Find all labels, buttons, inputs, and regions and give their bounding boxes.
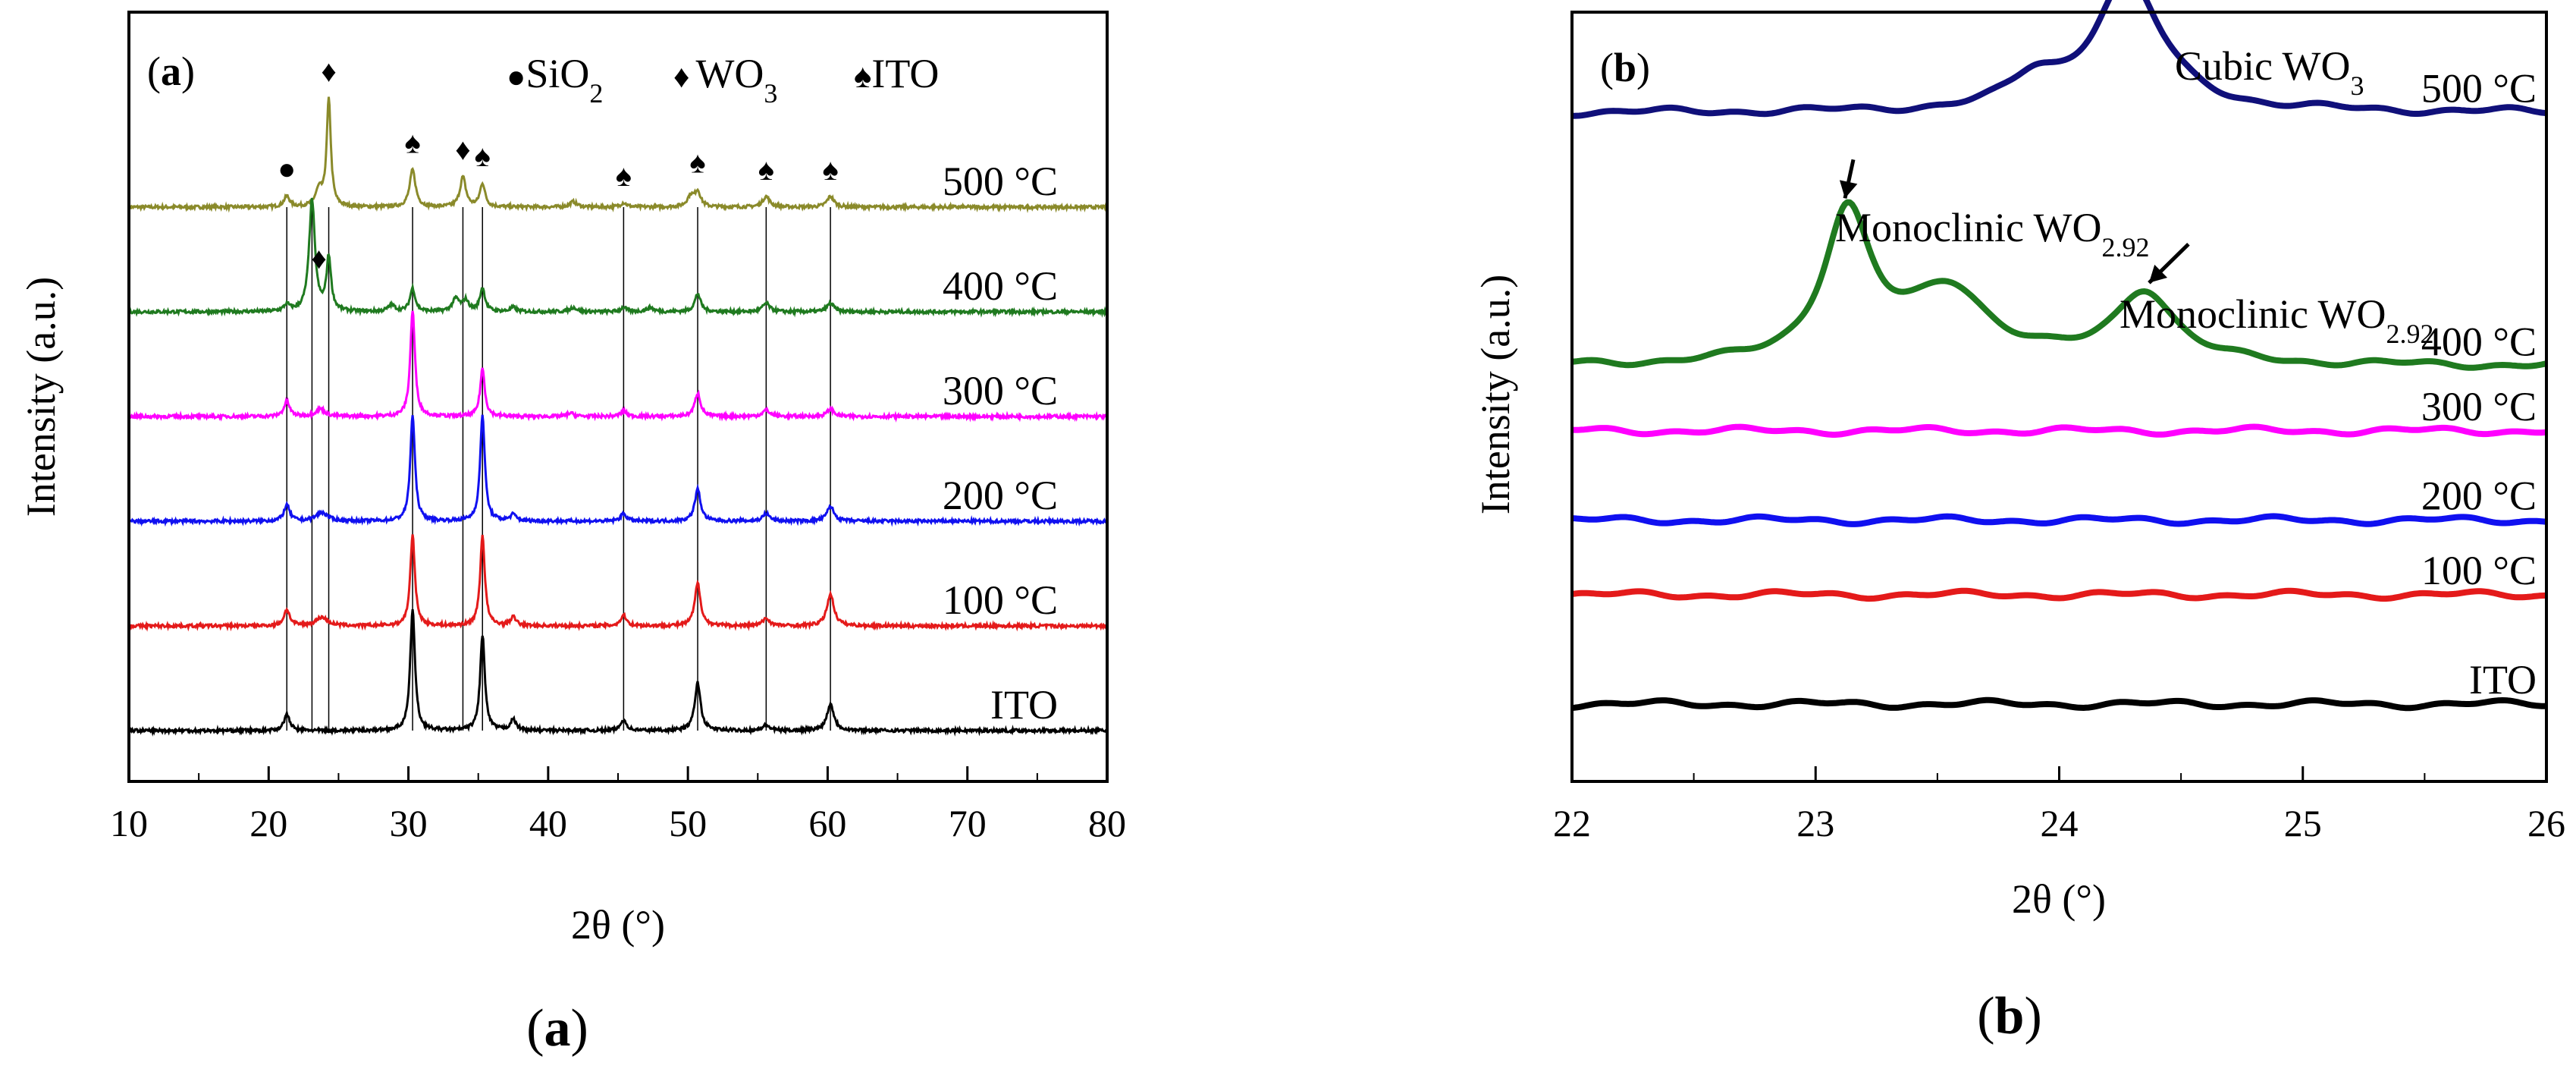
panel-b-series-label-200-c: 200 °C bbox=[2421, 473, 2537, 519]
panel-b-x-axis-title: 2θ (°) bbox=[2012, 876, 2106, 922]
panel-b-x-axis: 22 23 24 25 26 bbox=[1553, 766, 2565, 844]
panel-b-series-line-200-c bbox=[1571, 513, 2547, 527]
panel-b-caption: (b) bbox=[1977, 987, 2042, 1045]
panel-a-series-line-300-c bbox=[127, 310, 1108, 423]
panel-a-caption: (a) bbox=[526, 999, 588, 1058]
panel-a-x-tick-label: 70 bbox=[949, 802, 987, 844]
panel-a-x-axis: 10 20 30 40 50 60 70 80 bbox=[110, 766, 1126, 844]
panel-a-x-tick-label: 10 bbox=[110, 802, 148, 844]
panel-a-x-tick-label: 60 bbox=[808, 802, 846, 844]
panel-a-legend: ●SiO2 ♦ WO3 ♠ITO bbox=[507, 51, 939, 108]
panel-a-peak-marker-icon: ♦ bbox=[311, 241, 326, 275]
panel-b-series-label-300-c: 300 °C bbox=[2421, 384, 2537, 429]
panel-b-series-line-300-c bbox=[1571, 423, 2547, 438]
panel-a-peak-marker-icon: ♠ bbox=[758, 152, 774, 187]
panel-a-x-tick-label: 30 bbox=[390, 802, 428, 844]
panel-a-peak-marker-icon: ♦ bbox=[455, 133, 470, 167]
panel-a-series-label-100-c: 100 °C bbox=[943, 577, 1058, 623]
panel-b-series-line-ito bbox=[1571, 696, 2547, 712]
panel-a-peak-marker-icon: ♠ bbox=[822, 152, 838, 187]
panel-b-annotation-arrowhead bbox=[2148, 264, 2168, 283]
circle-marker-icon: ● bbox=[507, 60, 526, 95]
panel-b-y-axis-title: Intensity (a.u.) bbox=[1473, 275, 1518, 514]
panel-b-plot-frame bbox=[1570, 11, 2548, 783]
panel-b-series-line-500-c bbox=[1571, 0, 2547, 119]
panel-b-annotation-label: Monoclinic WO2.92 bbox=[2119, 291, 2433, 349]
panel-a-tag: (a) bbox=[147, 49, 195, 94]
panel-a-series-line-400-c bbox=[127, 197, 1109, 318]
panel-a-series-labels: 500 °C 400 °C 300 °C 200 °C 100 °C ITO bbox=[943, 159, 1058, 728]
panel-b-series-label-500-c: 500 °C bbox=[2421, 66, 2537, 112]
panel-b-series bbox=[1571, 0, 2547, 712]
panel-b-annotation-label: Cubic WO3 bbox=[2175, 43, 2364, 101]
panel-a-reference-lines bbox=[286, 207, 831, 731]
panel-b-tag: (b) bbox=[1600, 45, 1650, 90]
legend-item-sio2: ●SiO2 bbox=[507, 51, 603, 108]
panel-a-peak-marker-icon: ♦ bbox=[321, 55, 336, 89]
panel-a-x-tick-label: 80 bbox=[1088, 802, 1126, 844]
panel-a-series-label-ito: ITO bbox=[990, 682, 1058, 728]
panel-a-series-line-100-c bbox=[127, 534, 1109, 632]
panel-a-peak-markers: ●♦♦♠ ♦ ♠♠ ♠ ♠ ♠ bbox=[278, 55, 839, 276]
panel-a-y-axis-title: Intensity (a.u.) bbox=[18, 277, 64, 517]
panel-a-series-label-400-c: 400 °C bbox=[943, 263, 1058, 309]
panel-b-series-line-400-c bbox=[1571, 199, 2547, 371]
panel-a-peak-marker-icon: ♠ bbox=[475, 139, 491, 173]
panel-a-peak-marker-icon: ♠ bbox=[689, 146, 705, 180]
panel-b-series-labels: 500 °C 400 °C 300 °C 200 °C 100 °C ITO bbox=[2421, 66, 2537, 703]
panel-b-x-tick-label: 24 bbox=[2041, 802, 2079, 844]
panel-a-series-label-300-c: 300 °C bbox=[943, 368, 1058, 413]
panel-a-x-tick-label: 40 bbox=[529, 802, 567, 844]
panel-b-x-tick-label: 26 bbox=[2527, 802, 2565, 844]
panel-b-x-tick-label: 22 bbox=[1553, 802, 1591, 844]
panel-a-series-line-200-c bbox=[127, 414, 1108, 527]
panel-b-annotations: Cubic WO3 Monoclinic WO2.92 Monoclinic WO2… bbox=[1835, 43, 2433, 349]
panel-a-x-tick-label: 50 bbox=[669, 802, 707, 844]
panel-a-series bbox=[127, 96, 1109, 737]
panel-a-x-axis-title: 2θ (°) bbox=[571, 902, 665, 948]
panel-a-x-tick-label: 20 bbox=[249, 802, 287, 844]
panel-b-series-label-ito: ITO bbox=[2469, 657, 2537, 703]
panel-b-series-label-400-c: 400 °C bbox=[2421, 319, 2537, 365]
panel-b-series-label-100-c: 100 °C bbox=[2421, 548, 2537, 593]
panel-a-peak-marker-icon: ♠ bbox=[404, 126, 420, 160]
spade-marker-icon: ♠ bbox=[854, 58, 871, 95]
panel-b-x-tick-label: 23 bbox=[1796, 802, 1834, 844]
panel-a-series-line-500-c bbox=[127, 96, 1108, 213]
panel-b-x-tick-label: 25 bbox=[2284, 802, 2322, 844]
panel-b-series-line-100-c bbox=[1571, 587, 2547, 602]
panel-a-peak-marker-icon: ♠ bbox=[616, 159, 632, 193]
panel-b-annotation-arrowhead bbox=[1839, 180, 1858, 199]
panel-a-series-label-500-c: 500 °C bbox=[943, 159, 1058, 204]
legend-item-ito: ♠ITO bbox=[854, 51, 939, 96]
panel-a-peak-marker-icon: ● bbox=[278, 152, 296, 186]
diamond-marker-icon: ♦ bbox=[673, 60, 689, 95]
panel-b-annotation-label: Monoclinic WO2.92 bbox=[1835, 205, 2149, 262]
panel-a-series-line-ito bbox=[127, 608, 1109, 737]
panel-b-chart: 22 23 24 25 26 500 °C 400 °C 300 °C 200 °C 100 °… bbox=[1473, 0, 2565, 1045]
panel-a-series-label-200-c: 200 °C bbox=[943, 473, 1058, 518]
legend-item-wo3: ♦ WO3 bbox=[673, 51, 777, 108]
